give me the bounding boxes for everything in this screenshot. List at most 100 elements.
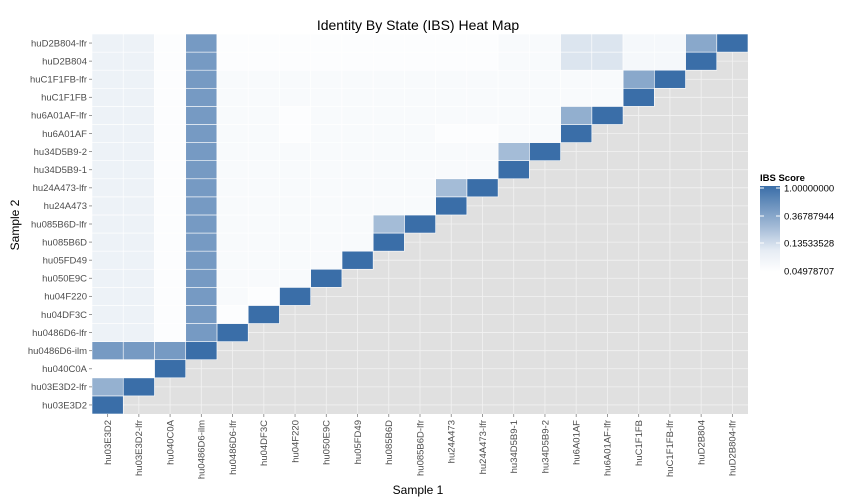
- x-tick-label: hu040C0A: [165, 419, 176, 465]
- heatmap-cell: [404, 87, 436, 107]
- heatmap-cell: [497, 124, 530, 143]
- heatmap-cell: [154, 51, 187, 71]
- x-tick-label: hu6A01AF: [571, 420, 582, 465]
- heatmap-cell: [560, 124, 593, 143]
- x-tick-label: hu085B6D-lfr: [415, 420, 426, 476]
- heatmap-cell: [466, 142, 499, 161]
- heatmap-cell: [653, 51, 686, 71]
- y-tick-label: huD2B804-lfr: [31, 38, 87, 49]
- heatmap-cell: [91, 323, 124, 342]
- heatmap-cell: [497, 87, 530, 107]
- heatmap-cell: [279, 106, 311, 125]
- x-tick-label: hu24A473: [447, 420, 458, 463]
- heatmap-cell: [404, 51, 436, 71]
- heatmap-cell: [310, 51, 343, 71]
- x-tick-label: hu085B6D: [384, 420, 395, 465]
- x-tick-label: huD2B804: [696, 420, 707, 465]
- heatmap-cell: [122, 142, 155, 161]
- heatmap-cell: [91, 124, 124, 143]
- heatmap-cell: [279, 160, 311, 180]
- heatmap-cell: [216, 287, 249, 306]
- heatmap-cell: [653, 69, 686, 89]
- heatmap-cell: [185, 250, 218, 270]
- y-tick-label: hu04F220: [44, 292, 87, 303]
- heatmap-cell: [435, 160, 468, 180]
- heatmap-cell: [591, 33, 624, 53]
- heatmap-cell: [216, 142, 249, 161]
- heatmap-cell: [185, 178, 218, 198]
- heatmap-cell: [122, 250, 155, 270]
- heatmap-cell: [185, 87, 218, 107]
- heatmap-cell: [622, 87, 655, 107]
- heatmap-cell: [216, 196, 249, 216]
- heatmap-cell: [216, 232, 249, 252]
- heatmap-cell: [310, 124, 343, 143]
- heatmap-cell: [122, 268, 155, 288]
- heatmap-cell: [372, 69, 405, 89]
- heatmap-cell: [497, 160, 530, 180]
- heatmap-cell: [310, 196, 343, 216]
- heatmap-cell: [341, 250, 374, 270]
- x-axis-ticks: hu03E3D2 hu03E3D2-lfr hu040C0A hu0486D6-ilm…: [103, 414, 739, 479]
- heatmap-cell: [185, 51, 218, 71]
- heatmap-cell: [435, 69, 468, 89]
- heatmap-cell: [91, 250, 124, 270]
- heatmap-cell: [185, 287, 218, 306]
- heatmap-cell: [529, 124, 561, 143]
- y-tick-label: hu03E3D2: [42, 400, 87, 411]
- legend: IBS Score 1.00000000 0.36787944 0.13533528…: [760, 173, 834, 277]
- heatmap-cell: [435, 51, 468, 71]
- y-tick-label: hu040C0A: [42, 364, 88, 375]
- heatmap-cell: [404, 33, 436, 53]
- heatmap-cell: [341, 69, 374, 89]
- heatmap-cell: [591, 87, 624, 107]
- heatmap-cell: [466, 69, 499, 89]
- heatmap-cell: [154, 232, 187, 252]
- heatmap-cell: [91, 33, 124, 53]
- heatmap-cell: [529, 142, 561, 161]
- heatmap-cell: [341, 51, 374, 71]
- heatmap-cell: [154, 160, 187, 180]
- legend-label: 1.00000000: [784, 183, 834, 194]
- heatmap-cell: [435, 87, 468, 107]
- heatmap-cell: [91, 51, 124, 71]
- x-tick-label: hu34D5B9-1: [509, 420, 520, 473]
- heatmap-cell: [154, 178, 187, 198]
- heatmap-cell: [122, 287, 155, 306]
- x-tick-label: huD2B804-lfr: [728, 420, 739, 476]
- heatmap-cell: [247, 124, 280, 143]
- legend-label: 0.04978707: [784, 266, 834, 277]
- heatmap-cell: [216, 160, 249, 180]
- heatmap-cell: [154, 124, 187, 143]
- heatmap-cell: [185, 305, 218, 324]
- heatmap-cell: [279, 232, 311, 252]
- heatmap-cell: [435, 106, 468, 125]
- heatmap-cell: [622, 33, 655, 53]
- x-tick-label: huC1F1FB-lfr: [665, 420, 676, 477]
- heatmap-cell: [341, 196, 374, 216]
- heatmap-cell: [247, 142, 280, 161]
- heatmap-cell: [154, 268, 187, 288]
- heatmap-cell: [247, 214, 280, 234]
- heatmap-cell: [154, 196, 187, 216]
- heatmap-cell: [591, 69, 624, 89]
- heatmap-cell: [372, 51, 405, 71]
- heatmap-cell: [685, 33, 718, 53]
- heatmap-cell: [279, 69, 311, 89]
- heatmap-cell: [122, 377, 155, 397]
- heatmap-cell: [497, 33, 530, 53]
- heatmap-cell: [91, 178, 124, 198]
- heatmap-cell: [185, 196, 218, 216]
- heatmap-cell: [247, 287, 280, 306]
- heatmap-cell: [529, 51, 561, 71]
- heatmap-cell: [122, 87, 155, 107]
- heatmap-cell: [435, 178, 468, 198]
- heatmap-cell: [310, 106, 343, 125]
- heatmap-cell: [185, 268, 218, 288]
- heatmap-cell: [122, 33, 155, 53]
- heatmap-cell: [122, 196, 155, 216]
- heatmap-cell: [497, 69, 530, 89]
- heatmap-cell: [185, 106, 218, 125]
- heatmap-cell: [466, 160, 499, 180]
- heatmap-cell: [247, 51, 280, 71]
